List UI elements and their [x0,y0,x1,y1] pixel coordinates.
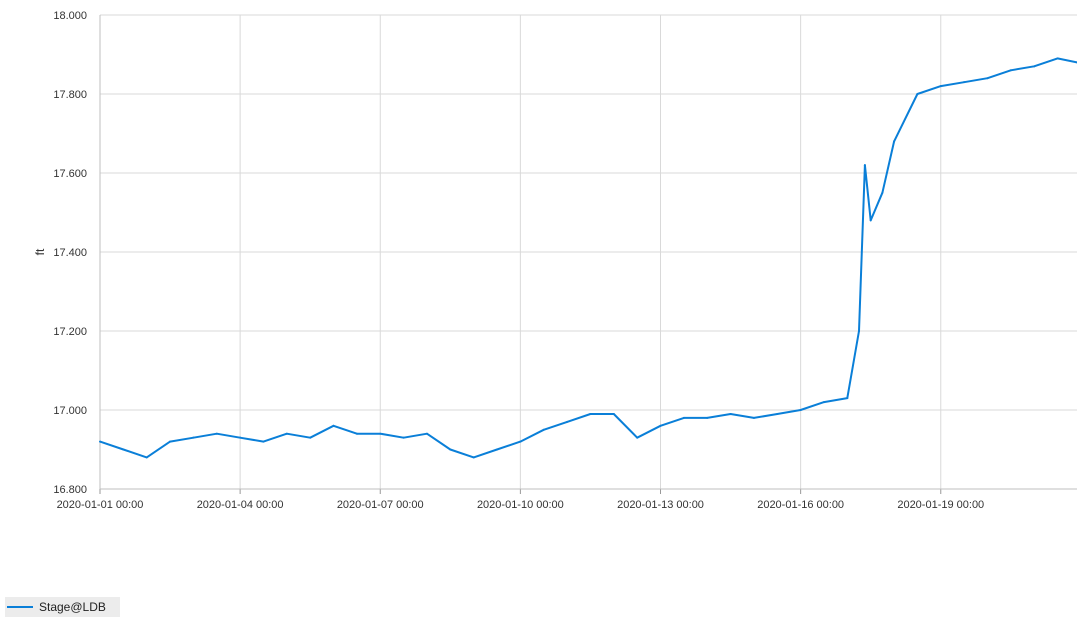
x-tick-label: 2020-01-16 00:00 [757,499,844,511]
data-point [659,424,662,427]
data-point [566,420,569,423]
data-point [449,448,452,451]
data-point [519,440,522,443]
data-point [169,440,172,443]
data-point [402,436,405,439]
data-point [496,448,499,451]
legend-swatch [7,606,33,608]
data-point [542,428,545,431]
data-point [881,191,884,194]
data-point [425,432,428,435]
data-point [893,140,896,143]
y-tick-label: 17.000 [53,405,87,417]
axes [99,15,1077,494]
data-point [916,93,919,95]
y-gridlines [100,14,1077,490]
y-tick-label: 18.000 [53,10,87,22]
data-point [729,412,732,415]
data-point [1056,57,1059,60]
data-point [262,440,265,443]
data-point [858,330,861,332]
data-point [355,432,358,435]
y-tick-label: 16.800 [53,484,87,496]
legend[interactable]: Stage@LDB [5,597,120,617]
data-point [986,77,989,80]
y-tick-label: 17.600 [53,168,87,180]
x-tick-label: 2020-01-04 00:00 [197,499,284,511]
data-point [846,397,849,400]
data-point [869,219,872,222]
data-point [682,416,685,419]
data-point [192,436,195,439]
data-point [636,436,639,439]
legend-label: Stage@LDB [39,600,106,614]
series-line [99,57,1077,459]
data-point [1009,69,1012,72]
data-point [285,432,288,435]
y-tick-label: 17.800 [53,89,87,101]
data-point [99,440,101,443]
data-point [776,412,779,415]
y-tick-label: 17.200 [53,326,87,338]
data-point [332,424,335,427]
x-tick-label: 2020-01-01 00:00 [57,499,144,511]
data-point [612,412,615,415]
data-point [122,448,125,451]
x-tick-labels: 2020-01-01 00:00 2020-01-04 00:00 2020-01-… [57,499,985,511]
data-point [963,81,966,84]
x-tick-label: 2020-01-13 00:00 [617,499,704,511]
data-point [379,432,382,435]
data-point [309,436,312,439]
data-point [472,456,475,459]
data-point [863,164,866,167]
data-point [589,412,592,415]
data-point [752,416,755,419]
data-point [239,436,242,439]
data-point [1033,65,1036,68]
x-tick-label: 2020-01-07 00:00 [337,499,424,511]
x-tick-label: 2020-01-19 00:00 [897,499,984,511]
data-point [799,409,802,411]
data-point [822,401,825,404]
x-tick-label: 2020-01-10 00:00 [477,499,564,511]
data-point [706,416,709,419]
series-layer [99,57,1077,459]
data-point [939,85,942,88]
data-point [215,432,218,435]
y-axis-label: ft [33,248,47,255]
data-point [145,456,148,459]
y-tick-label: 17.400 [53,247,87,259]
y-tick-labels: 16.800 17.000 17.200 17.400 17.600 17.800 18.0… [53,10,87,496]
